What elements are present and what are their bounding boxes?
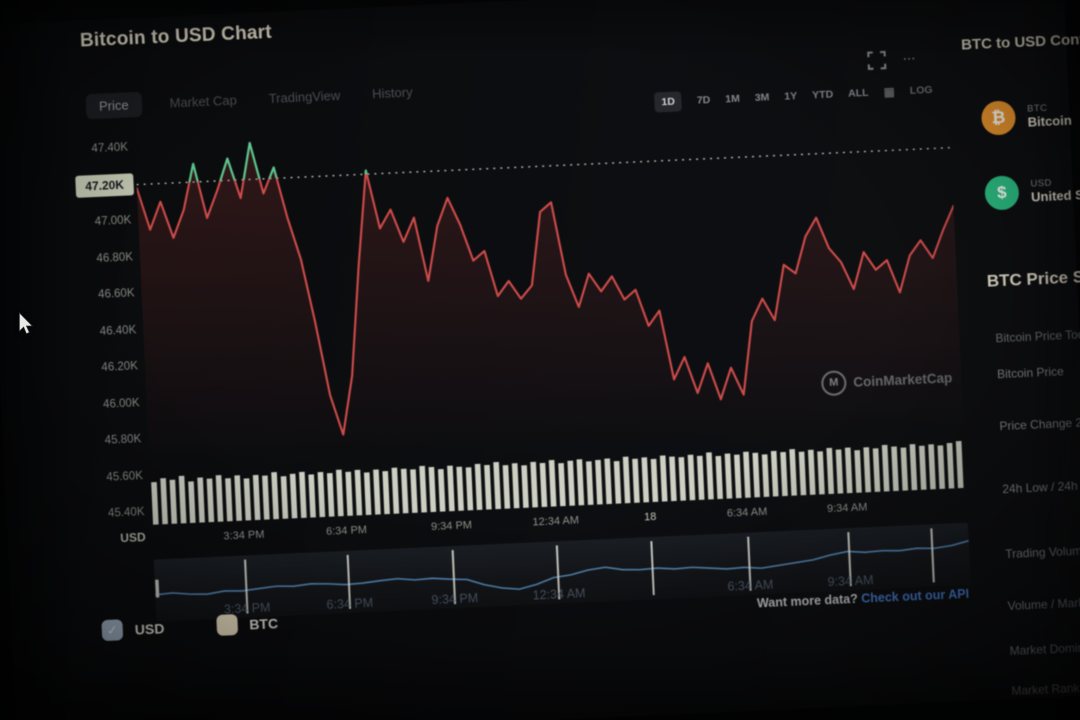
navigator-tick-label: 9:34 PM bbox=[431, 591, 479, 608]
y-tick-45.80K: 45.80K bbox=[104, 433, 142, 447]
range-7d[interactable]: 7D bbox=[696, 94, 711, 107]
chart-tabs: Price Market Cap TradingView History bbox=[85, 79, 417, 120]
tab-history[interactable]: History bbox=[371, 84, 413, 102]
coinmarketcap-logo-icon: M bbox=[820, 370, 847, 397]
y-tick-46.60K: 46.60K bbox=[97, 287, 135, 301]
y-tick-46.20K: 46.20K bbox=[101, 360, 139, 374]
legend-item-btc[interactable]: BTC bbox=[215, 612, 279, 636]
series-legend: ✓ USD BTC bbox=[101, 612, 279, 642]
x-tick-6-34-PM: 6:34 PM bbox=[325, 524, 368, 538]
y-tick-45.40K: 45.40K bbox=[107, 506, 145, 520]
tab-market-cap[interactable]: Market Cap bbox=[169, 92, 238, 111]
stat-row-0: Bitcoin Price Today bbox=[995, 326, 1080, 346]
stat-row-6: Market Dominance bbox=[1009, 639, 1080, 658]
stat-row-1: Bitcoin Price bbox=[996, 364, 1065, 382]
x-tick-6-34-AM: 6:34 AM bbox=[726, 505, 768, 520]
calendar-icon[interactable]: ▦ bbox=[883, 84, 896, 100]
range-1m[interactable]: 1M bbox=[724, 92, 741, 106]
tab-price[interactable]: Price bbox=[85, 91, 143, 120]
y-tick-46.40K: 46.40K bbox=[99, 323, 137, 338]
coin-name: Bitcoin bbox=[1027, 112, 1073, 130]
stat-row-7: Market Rank bbox=[1011, 680, 1080, 698]
range-1d[interactable]: 1D bbox=[653, 91, 683, 113]
x-tick-18: 18 bbox=[643, 510, 657, 524]
x-tick-3-34-PM: 3:34 PM bbox=[223, 528, 265, 543]
stat-row-5: Volume / Market Cap bbox=[1007, 594, 1080, 614]
navigator-tick-label: 6:34 AM bbox=[727, 577, 774, 594]
range-ytd[interactable]: YTD bbox=[811, 88, 834, 102]
y-axis: 47.40K 47.00K 46.80K 46.60K 46.40K 46.20K 46.0… bbox=[0, 0, 1063, 519]
usd-coin-icon: $ bbox=[984, 175, 1020, 211]
converter-title: BTC to USD Converter bbox=[960, 29, 1080, 54]
y-tick-46.80K: 46.80K bbox=[96, 250, 134, 265]
coin-row-btc[interactable]: ₿ BTC Bitcoin bbox=[980, 98, 1073, 136]
stat-row-2: Price Change 24h bbox=[999, 414, 1080, 434]
navigator-tick-label: 12:34 AM bbox=[532, 586, 586, 603]
y-axis-unit-label: USD bbox=[119, 530, 146, 546]
btc-coin-icon: ₿ bbox=[980, 100, 1017, 136]
tab-tradingview[interactable]: TradingView bbox=[268, 87, 341, 107]
x-tick-12-34-AM: 12:34 AM bbox=[532, 514, 580, 529]
y-tick-47.40K: 47.40K bbox=[91, 141, 129, 156]
mouse-cursor bbox=[18, 312, 34, 335]
range-all[interactable]: ALL bbox=[847, 86, 869, 100]
range-log[interactable]: LOG bbox=[909, 83, 933, 97]
current-price-badge: 47.20K bbox=[75, 173, 135, 198]
x-tick-9-34-AM: 9:34 AM bbox=[826, 501, 868, 516]
x-tick-9-34-PM: 9:34 PM bbox=[430, 519, 473, 534]
more-menu-icon[interactable]: ⋯ bbox=[902, 50, 918, 67]
range-3m[interactable]: 3M bbox=[754, 91, 770, 104]
price-chart[interactable] bbox=[135, 101, 969, 568]
y-tick-47.00K: 47.00K bbox=[94, 214, 132, 229]
api-link[interactable]: Check out our API bbox=[860, 586, 970, 606]
navigator-tick-label: 9:34 AM bbox=[827, 573, 874, 590]
page-title: Bitcoin to USD Chart bbox=[79, 21, 273, 52]
legend-label: BTC bbox=[248, 614, 279, 632]
navigator-tick-label: 6:34 PM bbox=[326, 595, 374, 612]
legend-item-usd[interactable]: ✓ USD bbox=[101, 617, 165, 642]
range-1y[interactable]: 1Y bbox=[784, 90, 798, 103]
legend-checkbox-btc[interactable] bbox=[215, 614, 238, 636]
y-tick-46.00K: 46.00K bbox=[102, 396, 140, 411]
stats-title: BTC Price Statistics bbox=[986, 264, 1080, 291]
legend-checkbox-usd[interactable]: ✓ bbox=[101, 619, 124, 642]
x-axis: 3:34 PM 6:34 PM 9:34 PM 12:34 AM 18 6:34 AM 9:… bbox=[0, 0, 1063, 542]
y-tick-45.60K: 45.60K bbox=[106, 469, 144, 484]
stat-row-3: 24h Low / 24h High bbox=[1002, 477, 1080, 497]
stat-row-4: Trading Volume 24h bbox=[1004, 542, 1080, 562]
legend-label: USD bbox=[134, 619, 165, 638]
fullscreen-icon[interactable] bbox=[866, 50, 887, 71]
header-icons: ⋯ bbox=[866, 49, 917, 71]
coin-labels: BTC Bitcoin bbox=[1027, 102, 1072, 130]
